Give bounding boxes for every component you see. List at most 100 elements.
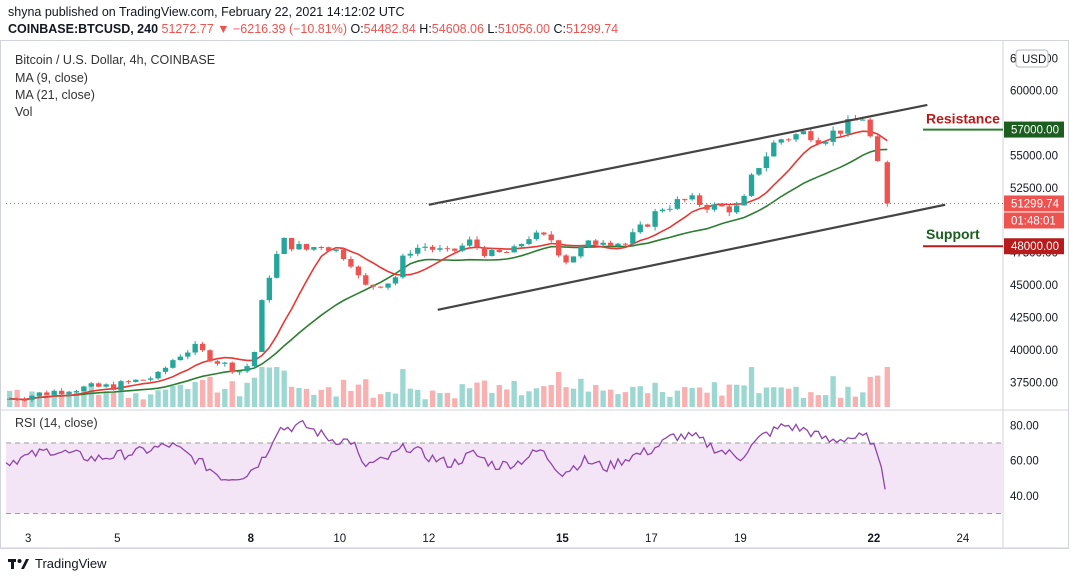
candle-body [563, 255, 569, 263]
volume-bar [830, 376, 836, 407]
candle-body [874, 136, 881, 162]
candle-body [333, 249, 339, 251]
ma9-line [9, 130, 888, 401]
candle-body [44, 392, 50, 395]
candle-body [192, 343, 198, 353]
candle-body [162, 367, 169, 372]
candle-body [266, 277, 273, 301]
candle-body [630, 232, 636, 244]
candle-body [311, 247, 317, 250]
candle-body [444, 248, 451, 250]
volume-bar [682, 386, 688, 407]
ohlc-line: COINBASE:BTCUSD, 240 51272.77 ▼ −6216.39… [8, 22, 618, 36]
candle-body [719, 204, 725, 207]
volume-bar [437, 393, 443, 407]
price-tick-label: 52500.00 [1010, 183, 1058, 195]
candle-body [644, 224, 651, 227]
volume-bar [504, 389, 510, 407]
volume-bar [741, 385, 747, 407]
volume-bar [748, 367, 755, 407]
price-tick-label: 45000.00 [1010, 280, 1058, 292]
volume-bar [244, 382, 250, 407]
volume-bar [58, 392, 65, 407]
candle-body [303, 244, 310, 250]
down-arrow-icon: ▼ [217, 22, 230, 36]
volume-bar [533, 388, 540, 407]
resistance-label: Resistance [926, 111, 1000, 127]
volume-bar [726, 384, 732, 407]
candle-body [526, 239, 532, 245]
volume-bar [110, 391, 117, 407]
candle-body [185, 352, 191, 357]
candle-body [593, 240, 599, 245]
candle-body [622, 243, 629, 245]
candles [7, 114, 890, 403]
volume-bar [392, 393, 399, 407]
volume-bar [192, 381, 198, 407]
countdown-tag-bg [1004, 212, 1064, 229]
chart-area[interactable]: Resistance Support 37500.00 40000.00 42500.0… [0, 40, 1073, 550]
tradingview-footer[interactable]: TradingView [8, 556, 107, 571]
volume-bar [251, 377, 258, 407]
close-value: 51299.74 [565, 22, 619, 36]
price-tick-label: 60000.00 [1010, 86, 1058, 98]
candle-body [400, 255, 406, 278]
rsi-band [6, 442, 1003, 514]
price-tick-label: 42500.00 [1010, 313, 1058, 325]
volume-bar [363, 379, 369, 407]
volume-bar [466, 388, 473, 407]
volume-bar [170, 385, 176, 407]
volume-bar [459, 384, 465, 407]
volume-bar [719, 395, 725, 407]
time-tick-label: 8 [248, 533, 255, 545]
candle-body [541, 232, 547, 235]
volume-bar [88, 383, 94, 407]
time-tick-label: 12 [422, 533, 435, 545]
volume-bar [496, 385, 502, 407]
publish-line: shyna published on TradingView.com, Febr… [8, 5, 405, 19]
tradingview-logo-icon [8, 558, 29, 569]
time-tick-label: 24 [957, 533, 970, 545]
volume-bar [326, 387, 332, 407]
volume-bar [73, 392, 80, 407]
price-tick-label: 40000.00 [1010, 345, 1058, 357]
candle-body [51, 390, 57, 395]
volume-bar [147, 394, 154, 407]
candle-body [429, 246, 436, 250]
volume-bar [763, 387, 770, 407]
candle-body [815, 140, 821, 144]
volume-bar [51, 394, 57, 407]
candle-body [88, 383, 94, 387]
volume-bar [214, 392, 221, 407]
volume-bar [340, 379, 347, 407]
candle-body [778, 139, 784, 143]
volume-bar [36, 394, 43, 407]
candle-body [422, 246, 428, 248]
vol-legend: Vol [15, 105, 33, 119]
candle-body [555, 240, 562, 256]
volume-bar [548, 384, 554, 407]
candle-body [7, 398, 13, 400]
candle-body [296, 244, 302, 250]
last-price-tag: 51299.74 [1011, 198, 1060, 210]
candle-body [355, 266, 362, 276]
volume-bar [815, 395, 821, 407]
open-label: O: [350, 22, 364, 36]
last-price-tag-bg [1004, 195, 1064, 212]
volume-bar [778, 387, 784, 407]
volume-bar [711, 382, 718, 407]
support-label: Support [926, 226, 980, 242]
candle-body [704, 204, 710, 210]
volume-bar [355, 384, 362, 407]
time-tick-label: 22 [868, 533, 881, 545]
volume-bar [867, 376, 873, 407]
volume-bar [659, 392, 666, 407]
candle-body [659, 209, 666, 212]
rsi-line [5, 419, 886, 490]
candle-body [570, 256, 577, 263]
ma21-line [9, 148, 888, 401]
volume-bar [704, 392, 710, 407]
candle-body [214, 361, 221, 364]
candle-body [771, 142, 777, 157]
volume-bar [852, 396, 859, 407]
